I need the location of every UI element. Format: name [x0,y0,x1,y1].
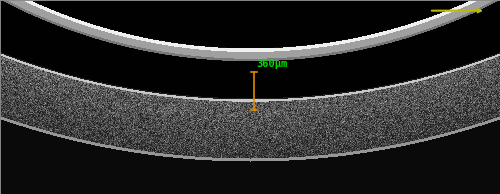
Text: 360μm: 360μm [256,59,287,69]
